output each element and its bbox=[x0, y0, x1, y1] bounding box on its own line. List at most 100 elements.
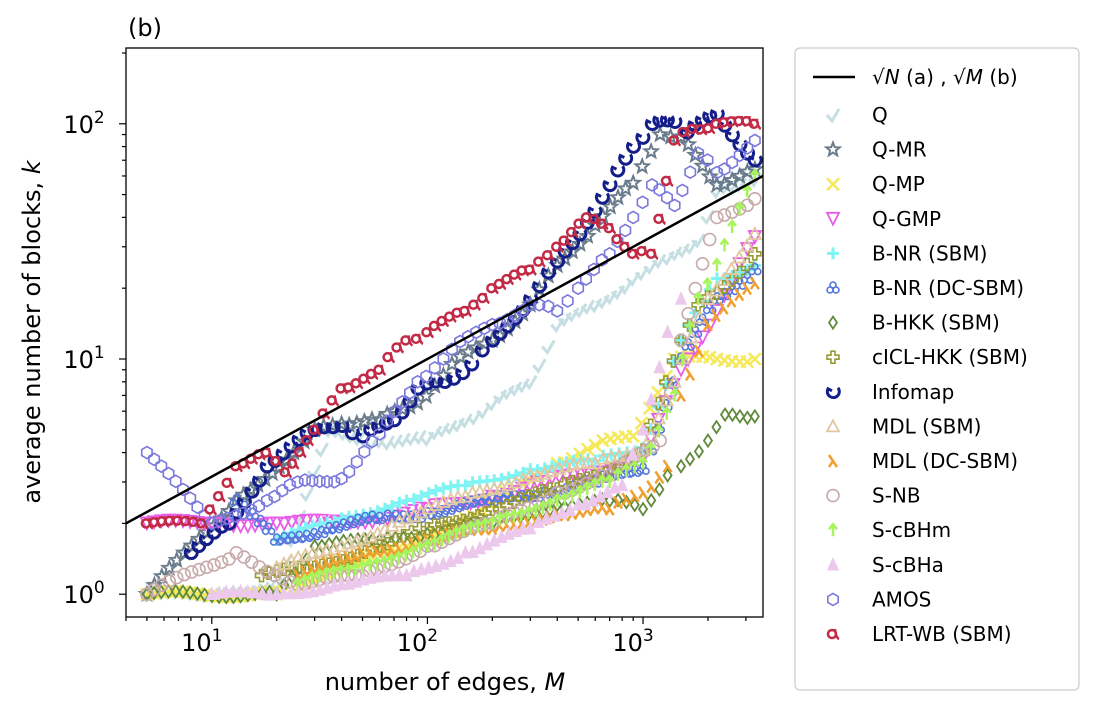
point-amos bbox=[501, 312, 514, 327]
x-tick-exp: 1 bbox=[212, 626, 223, 646]
point-s-nb bbox=[207, 558, 221, 572]
point-infomap bbox=[595, 192, 610, 205]
point-infomap bbox=[437, 376, 453, 390]
y-tick-exp: 2 bbox=[94, 108, 105, 128]
point-s-cbha bbox=[645, 391, 658, 406]
point-s-cbhm bbox=[408, 544, 418, 559]
point-s-cbhm bbox=[508, 508, 519, 523]
x-tick-base: 10 bbox=[181, 629, 212, 657]
point-q-mr bbox=[601, 197, 620, 215]
point-q-mr bbox=[693, 156, 712, 174]
point-amos bbox=[396, 394, 409, 409]
point-infomap bbox=[587, 206, 603, 219]
point-amos bbox=[184, 491, 197, 506]
point-s-cbhm bbox=[523, 505, 534, 520]
legend-marker-amos bbox=[826, 592, 840, 607]
point-amos bbox=[320, 474, 333, 489]
legend-marker-s-cbha bbox=[826, 556, 840, 571]
point-s-cbha bbox=[241, 583, 255, 598]
point-s-nb bbox=[147, 582, 162, 597]
point-b-nr-dc-sbm bbox=[365, 510, 380, 524]
point-q bbox=[485, 396, 500, 412]
point-amos bbox=[253, 499, 266, 514]
point-mdl-dc-sbm bbox=[393, 541, 404, 556]
point-s-cbhm bbox=[638, 455, 649, 470]
point-amos bbox=[358, 444, 371, 459]
x-tick-label: 103 bbox=[612, 626, 653, 657]
point-q bbox=[396, 432, 411, 448]
point-lrt-wb-sbm bbox=[373, 364, 387, 376]
point-amos bbox=[229, 508, 242, 523]
point-b-hkk-sbm bbox=[675, 458, 687, 474]
point-mdl-dc-sbm bbox=[597, 500, 608, 514]
point-mdl-sbm bbox=[747, 226, 763, 240]
point-q-mr bbox=[650, 124, 670, 143]
point-q bbox=[412, 429, 427, 446]
point-q-gmp bbox=[197, 517, 213, 533]
point-infomap bbox=[747, 155, 763, 168]
reference-line bbox=[126, 174, 763, 525]
point-s-cbhm bbox=[582, 480, 593, 495]
legend-label-q-mp: Q-MP bbox=[872, 172, 925, 196]
point-b-hkk-sbm bbox=[185, 584, 196, 601]
point-b-nr-dc-sbm bbox=[688, 325, 703, 339]
point-b-hkk-sbm bbox=[749, 408, 760, 425]
point-infomap bbox=[702, 111, 718, 124]
point-q bbox=[618, 279, 633, 296]
legend-entry-s-cbhm: S-cBHm bbox=[828, 518, 951, 542]
point-lrt-wb-sbm bbox=[603, 222, 617, 235]
point-s-nb bbox=[169, 570, 184, 585]
point-s-cbha bbox=[227, 583, 240, 598]
point-q-mp bbox=[626, 429, 641, 444]
point-lrt-wb-sbm bbox=[269, 455, 283, 468]
legend-label-mdl-sbm: MDL (SBM) bbox=[872, 414, 981, 438]
point-amos bbox=[668, 198, 681, 213]
point-q-mr bbox=[608, 187, 628, 206]
point-mdl-sbm bbox=[651, 410, 667, 425]
point-mdl-dc-sbm bbox=[638, 486, 649, 500]
point-b-hkk-sbm bbox=[646, 492, 657, 509]
legend-marker-q bbox=[825, 108, 841, 124]
x-axis-label-var: M bbox=[545, 668, 566, 696]
point-s-cbhm bbox=[669, 387, 680, 402]
point-amos bbox=[551, 304, 564, 318]
point-s-cbhm bbox=[299, 573, 310, 588]
point-b-hkk-sbm bbox=[360, 531, 371, 547]
point-lrt-wb-sbm bbox=[626, 248, 640, 261]
point-amos bbox=[298, 473, 311, 488]
point-q bbox=[306, 464, 322, 480]
point-infomap bbox=[610, 165, 626, 178]
point-s-nb bbox=[674, 333, 688, 348]
point-b-hkk-sbm bbox=[170, 583, 181, 600]
point-b-nr-sbm bbox=[407, 493, 420, 506]
point-infomap bbox=[474, 345, 490, 358]
point-s-nb bbox=[717, 208, 732, 222]
series-s-cbhm bbox=[292, 167, 760, 591]
panel-label: (b) bbox=[128, 14, 162, 42]
point-infomap bbox=[532, 280, 548, 294]
point-s-nb bbox=[725, 205, 739, 219]
point-s-nb bbox=[214, 555, 229, 569]
legend-label-b-nr-sbm: B-NR (SBM) bbox=[872, 241, 987, 265]
point-infomap bbox=[523, 293, 539, 307]
point-s-nb bbox=[695, 256, 710, 271]
point-s-cbhm bbox=[436, 532, 447, 547]
point-b-hkk-sbm bbox=[711, 419, 722, 435]
point-amos bbox=[191, 500, 204, 515]
point-mdl-dc-sbm bbox=[306, 561, 318, 576]
point-s-cbhm bbox=[559, 491, 570, 506]
point-s-cbhm bbox=[589, 477, 600, 492]
point-amos bbox=[595, 253, 608, 267]
point-mdl-sbm bbox=[731, 249, 747, 264]
point-amos bbox=[260, 493, 273, 508]
point-amos bbox=[411, 374, 424, 389]
point-q bbox=[523, 375, 538, 391]
y-tick-label: 101 bbox=[63, 343, 104, 374]
point-q-gmp bbox=[291, 514, 307, 530]
point-q-mr bbox=[641, 141, 661, 160]
point-amos bbox=[169, 474, 182, 489]
point-s-cbhm bbox=[350, 561, 361, 576]
point-amos bbox=[162, 466, 175, 481]
point-q bbox=[541, 339, 556, 356]
point-s-cbhm bbox=[653, 423, 664, 438]
